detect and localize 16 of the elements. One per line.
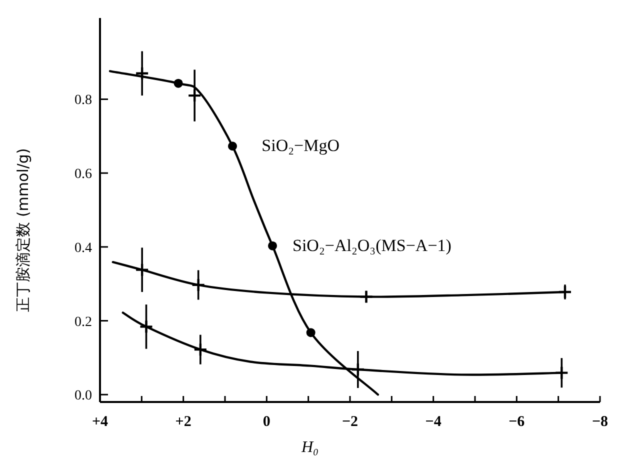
x-axis-title: H₀ [300, 439, 319, 456]
x-tick-label: +4 [92, 414, 109, 430]
y-tick-label: 0.0 [74, 388, 92, 404]
x-tick-label: 0 [262, 414, 270, 430]
annotation: SiO₂−Al₂O₃(MS−A−1) [292, 236, 452, 255]
y-tick-label: 0.4 [74, 240, 92, 256]
y-axis-title: 正丁胺滴定数 (mmol/g) [14, 148, 32, 312]
y-tick-label: 0.8 [74, 93, 92, 108]
y-tick-label: 0.6 [74, 167, 92, 182]
x-tick-label: −4 [425, 414, 442, 430]
x-tick-label: −6 [508, 414, 526, 430]
annotation: SiO₂−MgO [262, 136, 340, 156]
y-tick-label: 0.2 [74, 314, 92, 330]
x-tick-label: −8 [592, 414, 608, 430]
x-tick-label: +2 [175, 414, 192, 430]
x-tick-label: −2 [342, 414, 358, 430]
